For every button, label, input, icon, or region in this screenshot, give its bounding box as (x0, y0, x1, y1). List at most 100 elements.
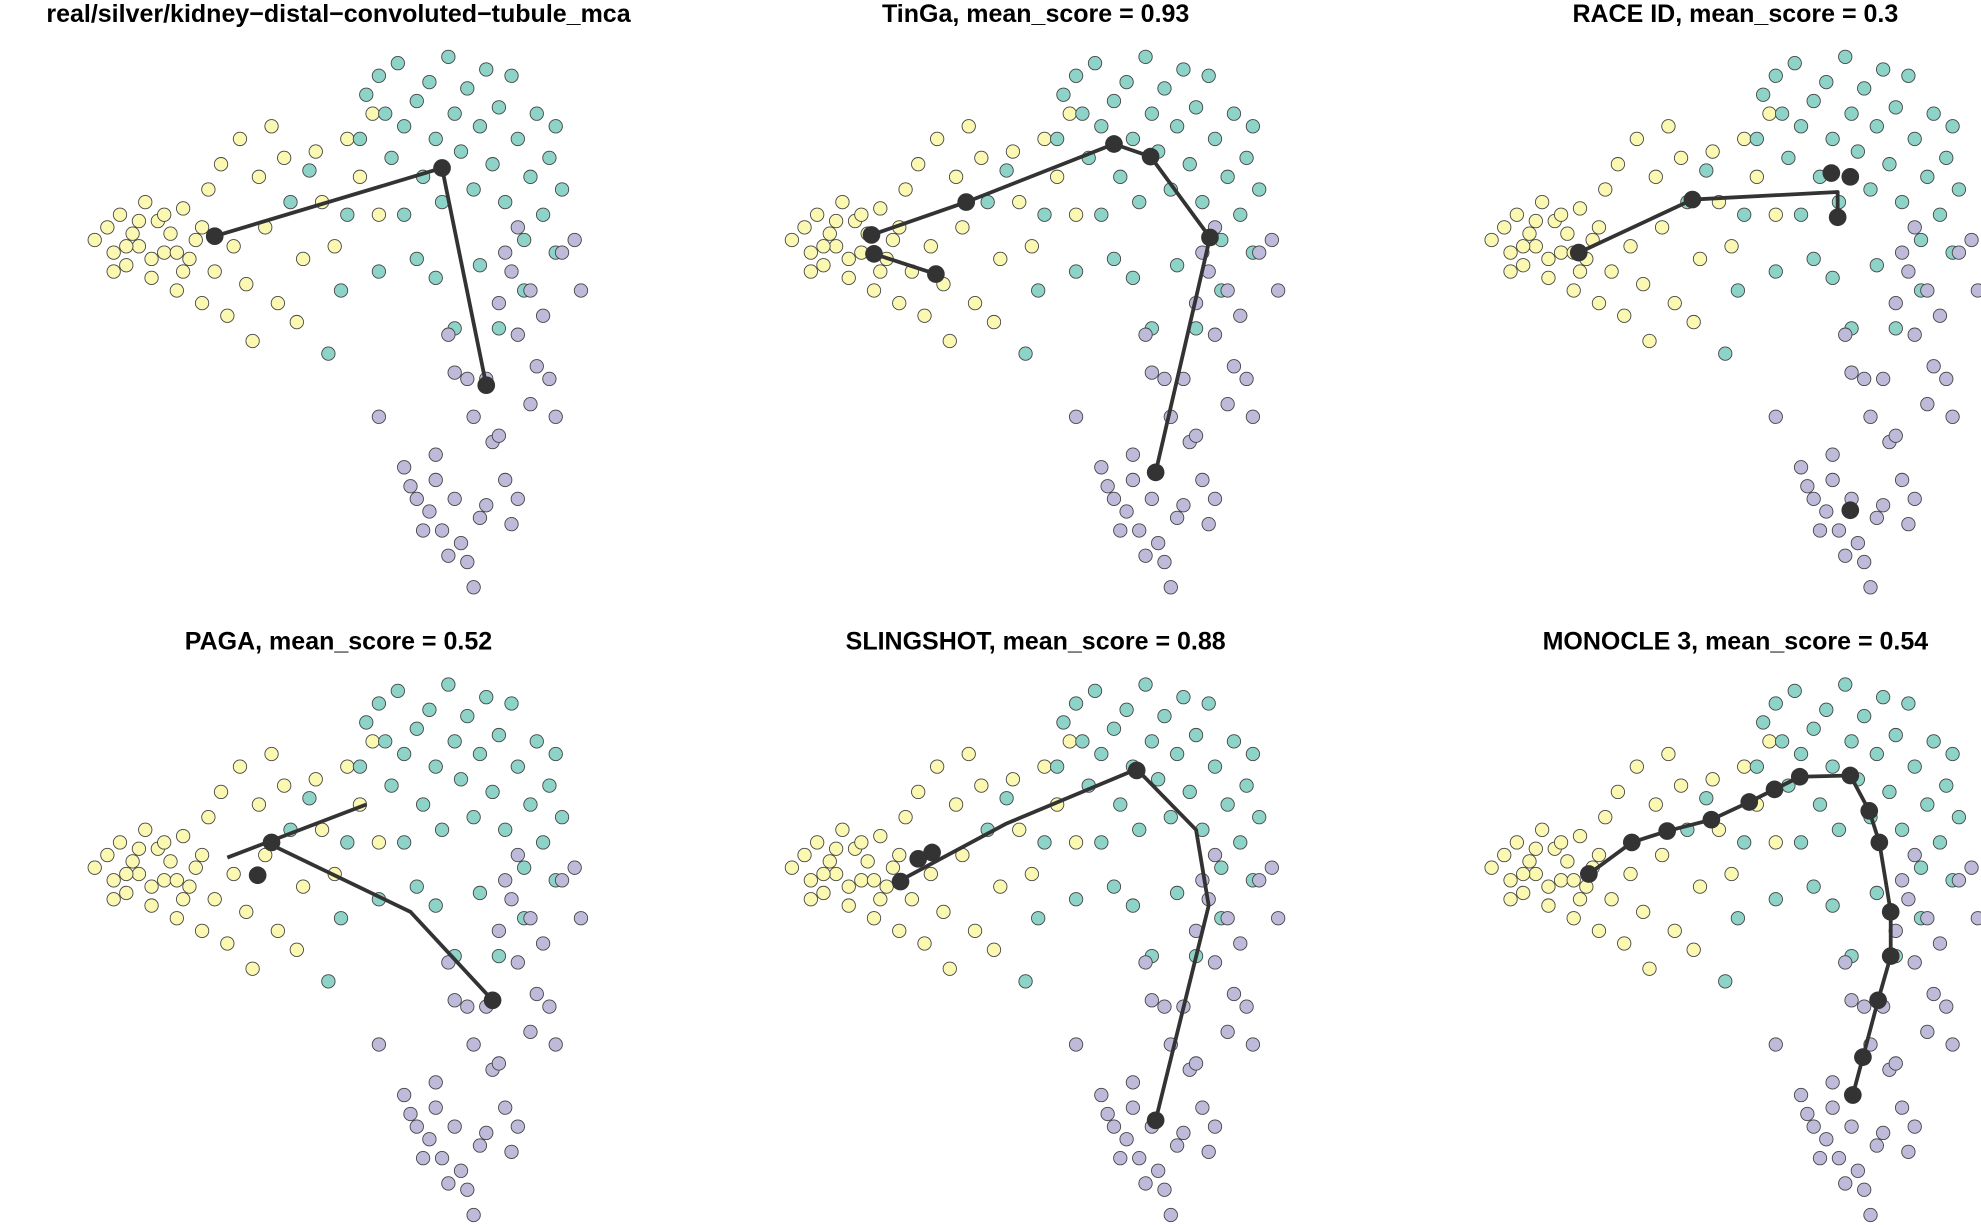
cell-point (1648, 169, 1663, 184)
cell-point (1718, 974, 1733, 989)
cell-point (1125, 1100, 1141, 1115)
trajectory-node (483, 991, 502, 1010)
cell-point (1125, 472, 1141, 488)
cell-point (1484, 232, 1499, 248)
cell-point (182, 251, 197, 267)
cell-point (1125, 1075, 1141, 1090)
cell-point (466, 1207, 481, 1223)
cell-point (885, 232, 901, 248)
cell-point (245, 961, 260, 976)
cell-point (1572, 828, 1588, 844)
cell-point (1138, 955, 1153, 970)
cell-point (340, 207, 355, 222)
cell-point (1749, 759, 1764, 774)
cell-point (188, 232, 203, 248)
cell-point (1863, 580, 1878, 595)
cell-point (1245, 409, 1261, 424)
cell-point (441, 677, 456, 692)
trajectory-node (205, 227, 224, 246)
cell-point (1037, 835, 1052, 850)
cell-point (1869, 119, 1884, 134)
cell-point (1875, 62, 1891, 77)
cell-point (1528, 213, 1543, 229)
cell-point (1012, 822, 1027, 837)
cell-point (1888, 100, 1903, 115)
cell-point (1195, 1100, 1210, 1115)
trajectory-node (927, 265, 945, 283)
cell-point (999, 163, 1014, 178)
cell-point (1252, 182, 1267, 197)
cell-point (422, 1132, 437, 1147)
cell-point (1068, 696, 1084, 711)
cell-point (302, 163, 317, 178)
cell-point (409, 1119, 424, 1134)
cell-point (1226, 734, 1242, 749)
cell-point (340, 835, 355, 850)
cell-point (498, 245, 513, 260)
cell-point (993, 251, 1008, 267)
cell-point (1220, 911, 1235, 926)
trajectory-node (1843, 1086, 1862, 1104)
cell-point (1176, 1125, 1191, 1141)
cell-point (535, 207, 551, 222)
cell-point (930, 131, 945, 147)
trajectory-node (1658, 822, 1677, 840)
cell-point (1503, 264, 1518, 279)
cell-point (1024, 239, 1040, 254)
panel-title: SLINGSHOT, mean_score = 0.88 (846, 627, 1226, 655)
cell-point (169, 911, 184, 926)
cell-point (1901, 264, 1916, 279)
cell-point (1094, 835, 1109, 850)
cell-point (529, 734, 544, 749)
panel (1484, 677, 1981, 1223)
cell-point (125, 226, 140, 241)
cell-point (1857, 81, 1872, 96)
trajectory-node (865, 245, 883, 263)
cell-point (1838, 677, 1853, 692)
cell-point (866, 873, 882, 888)
panel-title: MONOCLE 3, mean_score = 0.54 (1543, 627, 1929, 655)
cell-point (1888, 1056, 1903, 1071)
cell-point (1844, 1119, 1859, 1134)
cell-point (1888, 727, 1903, 743)
cell-point (1673, 778, 1689, 793)
trajectory-node (1141, 147, 1160, 166)
cell-point (1094, 207, 1109, 222)
cell-point (942, 333, 957, 349)
cell-point (1686, 942, 1701, 957)
cell-point (1132, 822, 1147, 837)
cell-point (1201, 517, 1216, 532)
cell-point (466, 810, 481, 825)
cell-point (1138, 49, 1153, 64)
cell-point (106, 892, 121, 907)
cell-point (1484, 860, 1499, 875)
cell-point (352, 759, 368, 774)
panel (784, 677, 1286, 1223)
cell-point (974, 150, 989, 166)
cell-point (1825, 1075, 1840, 1090)
cell-point (131, 239, 147, 254)
cell-point (1503, 873, 1518, 888)
cell-point (428, 472, 443, 488)
cell-point (112, 835, 128, 850)
cell-point (441, 548, 456, 563)
cell-point (1907, 1119, 1922, 1134)
cell-point (1806, 251, 1821, 267)
cell-point (1926, 359, 1941, 374)
cell-point (409, 93, 424, 109)
cell-point (1087, 56, 1103, 71)
cell-point (1894, 194, 1910, 210)
cell-point (460, 1182, 475, 1197)
cell-point (1920, 1024, 1935, 1040)
cell-point (1119, 74, 1134, 90)
cell-point (119, 258, 134, 273)
cell-point (548, 1037, 563, 1052)
cell-point (498, 194, 513, 210)
cell-point (340, 131, 355, 147)
cell-point (1705, 144, 1720, 159)
cell-point (1176, 62, 1191, 77)
cell-point (1132, 523, 1147, 538)
cell-point (828, 866, 844, 882)
cell-point (1781, 150, 1796, 166)
trajectory-node (1765, 780, 1784, 799)
